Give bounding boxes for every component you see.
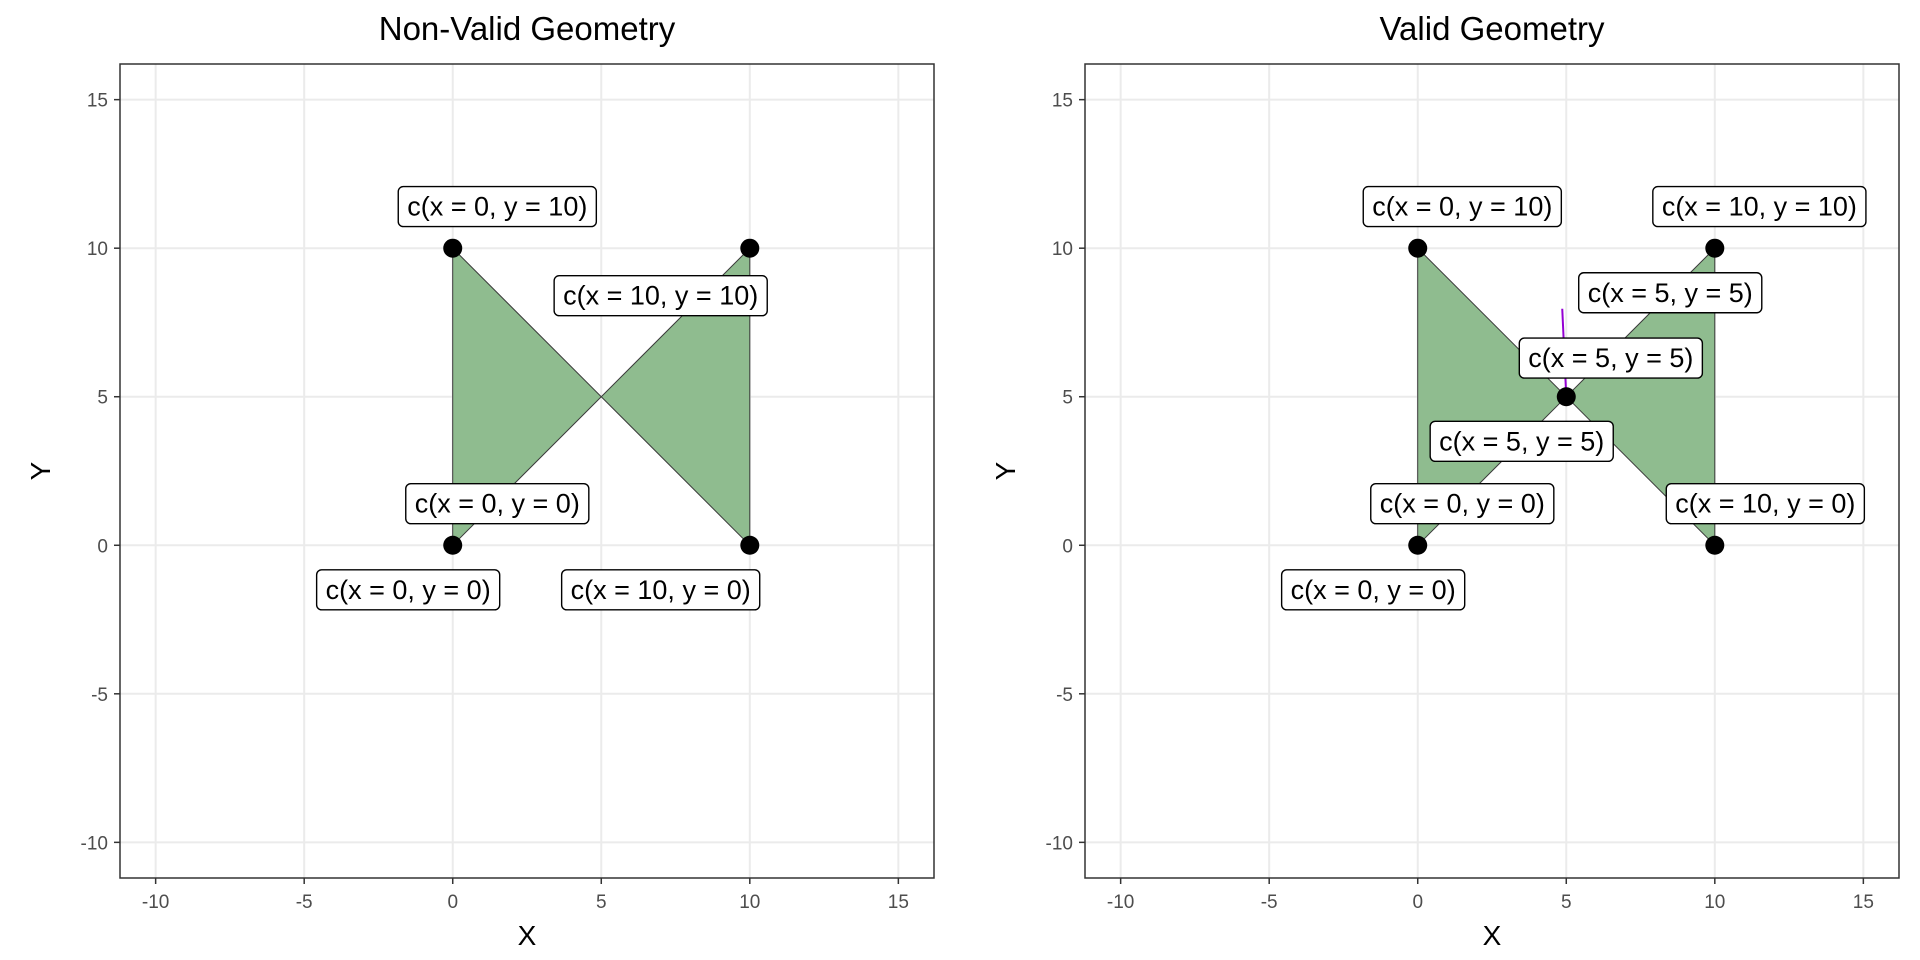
point-label-box <box>405 482 590 525</box>
point-label: c(x = 0, y = 10) <box>1362 185 1563 228</box>
point-label-box <box>1362 185 1563 228</box>
y-tick-label: 10 <box>87 239 108 260</box>
data-point <box>740 238 760 258</box>
point-label-text: c(x = 10, y = 10) <box>1662 192 1857 222</box>
point-label-box <box>397 185 598 228</box>
point-label: c(x = 0, y = 0) <box>405 482 590 525</box>
data-point <box>443 535 463 555</box>
y-tick-label: 5 <box>1062 388 1073 409</box>
y-tick-label: 5 <box>97 388 108 409</box>
x-tick-label: -5 <box>296 892 313 913</box>
point-label: c(x = 0, y = 0) <box>315 569 501 611</box>
point-label: c(x = 5, y = 5) <box>1429 420 1614 462</box>
point-label-text: c(x = 0, y = 10) <box>1372 192 1552 222</box>
point-label-text: c(x = 0, y = 10) <box>407 192 587 222</box>
point-label-box <box>553 275 768 317</box>
point-label-box <box>1370 482 1555 525</box>
panel-title: Valid Geometry <box>1380 10 1605 47</box>
point-label-text: c(x = 0, y = 0) <box>326 575 491 605</box>
data-point <box>443 238 463 258</box>
y-tick-label: 0 <box>97 536 108 557</box>
y-axis-title: Y <box>25 461 56 480</box>
x-tick-label: 5 <box>1561 892 1572 913</box>
point-label: c(x = 5, y = 5) <box>1518 337 1704 379</box>
point-label-text: c(x = 0, y = 0) <box>415 489 580 519</box>
point-label-text: c(x = 0, y = 0) <box>1380 489 1545 519</box>
panel-border <box>119 63 935 879</box>
data-point <box>1408 535 1428 555</box>
point-label-text: c(x = 10, y = 0) <box>571 575 751 605</box>
panel-valid: Valid Geometry c(x = 0, y = 10) c(x = 10, … <box>990 10 1900 951</box>
panel-border <box>1084 63 1900 879</box>
data-point <box>1408 238 1428 258</box>
point-label: c(x = 0, y = 0) <box>1370 482 1555 525</box>
point-label-box <box>1518 337 1704 379</box>
y-tick-label: -5 <box>1056 685 1073 706</box>
point-label-text: c(x = 5, y = 5) <box>1528 343 1693 373</box>
point-label-box <box>1578 272 1763 314</box>
point-label-text: c(x = 5, y = 5) <box>1439 426 1604 456</box>
data-point <box>1705 535 1725 555</box>
point-label: c(x = 10, y = 10) <box>1652 185 1867 228</box>
y-tick-label: -5 <box>91 685 108 706</box>
point-label: c(x = 10, y = 0) <box>1665 482 1866 525</box>
point-label-text: c(x = 5, y = 5) <box>1588 278 1753 308</box>
point-label-text: c(x = 0, y = 0) <box>1291 575 1456 605</box>
x-axis-title: X <box>518 920 537 951</box>
y-tick-label: 15 <box>87 91 108 112</box>
x-tick-label: 0 <box>1412 892 1423 913</box>
data-point <box>1705 238 1725 258</box>
x-tick-label: -5 <box>1261 892 1278 913</box>
point-label: c(x = 10, y = 10) <box>553 275 768 317</box>
point-label: c(x = 0, y = 10) <box>397 185 598 228</box>
x-tick-label: 10 <box>739 892 760 913</box>
x-tick-label: 10 <box>1704 892 1725 913</box>
x-tick-label: 0 <box>447 892 458 913</box>
x-axis-title: X <box>1483 920 1502 951</box>
x-tick-label: 15 <box>888 892 909 913</box>
point-label-box <box>315 569 501 611</box>
x-tick-label: 5 <box>596 892 607 913</box>
point-label: c(x = 5, y = 5) <box>1578 272 1763 314</box>
point-label-text: c(x = 10, y = 0) <box>1675 489 1855 519</box>
y-tick-label: 0 <box>1062 536 1073 557</box>
point-label: c(x = 10, y = 0) <box>560 569 761 611</box>
point-label-box <box>560 569 761 611</box>
x-tick-label: 15 <box>1853 892 1874 913</box>
point-label-box <box>1665 482 1866 525</box>
y-axis-title: Y <box>990 461 1021 480</box>
y-tick-label: -10 <box>81 833 108 854</box>
point-label-text: c(x = 10, y = 10) <box>563 281 758 311</box>
panel-non-valid: Non-Valid Geometry c(x = 0, y = 10) c(x = … <box>25 10 935 951</box>
point-label-box <box>1429 420 1614 462</box>
x-tick-label: -10 <box>142 892 169 913</box>
x-tick-label: -10 <box>1107 892 1134 913</box>
y-tick-label: -10 <box>1046 833 1073 854</box>
data-point <box>740 535 760 555</box>
point-label-box <box>1652 185 1867 228</box>
y-tick-label: 10 <box>1052 239 1073 260</box>
y-tick-label: 15 <box>1052 91 1073 112</box>
point-label-box <box>1280 569 1466 611</box>
point-label: c(x = 0, y = 0) <box>1280 569 1466 611</box>
data-point <box>1556 387 1576 407</box>
panel-title: Non-Valid Geometry <box>379 10 676 47</box>
